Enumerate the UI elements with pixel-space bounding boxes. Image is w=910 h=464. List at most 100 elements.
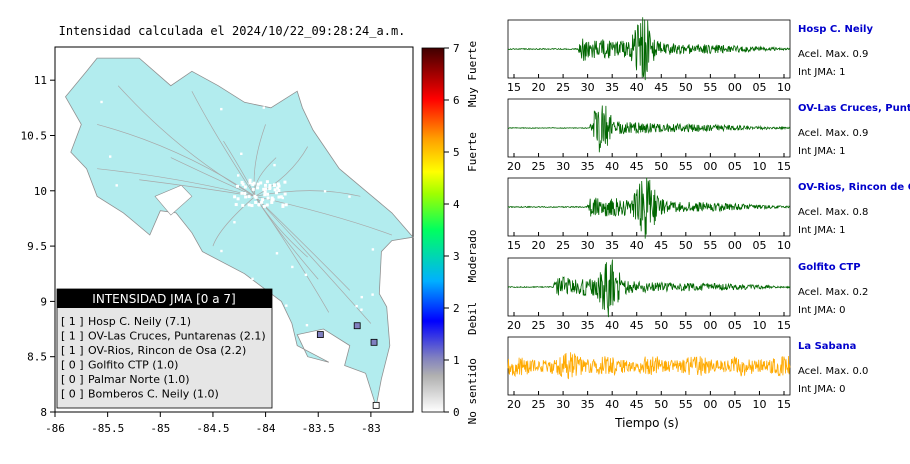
y-tick-label: 8.5 xyxy=(27,351,47,364)
town xyxy=(266,192,270,196)
town xyxy=(259,181,263,185)
town xyxy=(236,174,240,177)
accel-label: Acel. Max. 0.8 xyxy=(798,207,868,218)
waveform-tick-label: 30 xyxy=(581,81,595,94)
accel-label: Acel. Max. 0.2 xyxy=(798,287,868,298)
legend-intensity: [ 1 ] xyxy=(61,315,84,328)
int-label: Int JMA: 0 xyxy=(798,305,846,316)
town xyxy=(273,163,276,167)
station-name: La Sabana xyxy=(798,341,856,352)
town xyxy=(121,258,125,261)
x-tick-label: -83.5 xyxy=(302,422,335,435)
legend-intensity: [ 0 ] xyxy=(61,388,84,401)
waveform-tick-label: 05 xyxy=(752,81,766,94)
y-tick-label: 9 xyxy=(40,295,47,308)
town xyxy=(281,203,285,207)
legend-station: Bomberos C. Neily (1.0) xyxy=(88,388,219,401)
accel-label: Acel. Max. 0.9 xyxy=(798,128,868,139)
colorbar-gradient xyxy=(421,47,445,413)
town xyxy=(270,198,274,202)
waveform-tick-label: 40 xyxy=(605,319,619,332)
town xyxy=(263,183,267,187)
waveform-tick-label: 35 xyxy=(581,319,595,332)
station-marker xyxy=(316,331,324,338)
y-tick-label: 9.5 xyxy=(27,240,47,253)
road xyxy=(212,196,256,247)
town xyxy=(360,308,363,311)
waveform-tick-label: 45 xyxy=(630,319,644,332)
town xyxy=(240,191,244,195)
waveform-tick-label: 15 xyxy=(777,160,791,173)
town xyxy=(266,196,270,200)
town xyxy=(253,194,257,198)
waveform-tick-label: 15 xyxy=(777,398,791,411)
station-marker xyxy=(372,401,380,409)
waveform-tick-label: 20 xyxy=(507,160,521,173)
accel-label: Acel. Max. 0.0 xyxy=(798,366,868,377)
waveform-tick-label: 30 xyxy=(556,319,570,332)
town xyxy=(213,275,216,279)
town xyxy=(251,277,254,281)
town xyxy=(100,100,103,104)
waveform-panel: 20 25 30 35 40 45 50 55 00 05 10 15 La Sabana Acel. M… xyxy=(507,336,868,411)
x-axis-label: Tiempo (s) xyxy=(614,416,679,430)
x-tick-label: -83 xyxy=(361,422,381,435)
town xyxy=(279,195,283,199)
waveform-tick-label: 30 xyxy=(581,239,595,252)
town xyxy=(301,100,305,103)
waveform-tick-label: 15 xyxy=(507,239,521,252)
road xyxy=(254,146,309,197)
waveform-tick-label: 55 xyxy=(679,319,693,332)
town xyxy=(276,182,280,186)
road xyxy=(170,157,256,197)
town xyxy=(372,158,376,161)
town xyxy=(284,203,288,207)
town xyxy=(262,187,266,191)
waveform-tick-label: 05 xyxy=(728,319,742,332)
intensity-legend: INTENSIDAD JMA [0 a 7] [ 1 ] Hosp C. Neil… xyxy=(56,288,273,409)
colorbar-category-label: Fuerte xyxy=(466,132,479,172)
waveform-tick-label: 45 xyxy=(630,398,644,411)
int-label: Int JMA: 0 xyxy=(798,384,846,395)
town xyxy=(283,180,287,184)
legend-intensity: [ 1 ] xyxy=(61,330,84,343)
town xyxy=(252,181,256,185)
road xyxy=(223,140,256,197)
waveform-tick-label: 10 xyxy=(752,160,766,173)
town xyxy=(262,204,266,208)
town xyxy=(268,184,272,188)
town xyxy=(355,304,358,308)
waveform-tick-label: 00 xyxy=(728,239,742,252)
town xyxy=(270,200,274,204)
town xyxy=(256,182,260,186)
waveform-tick-label: 40 xyxy=(630,81,644,94)
waveform-tick-label: 05 xyxy=(728,398,742,411)
town xyxy=(271,299,274,302)
town xyxy=(250,204,254,208)
waveform-tick-label: 15 xyxy=(507,81,521,94)
town xyxy=(262,106,266,109)
town xyxy=(240,180,244,184)
town xyxy=(220,249,223,253)
waveform-tick-label: 00 xyxy=(728,81,742,94)
town xyxy=(241,203,245,207)
waveform-tick-label: 20 xyxy=(532,239,546,252)
colorbar-category-label: Muy Fuerte xyxy=(466,41,479,107)
town xyxy=(248,178,252,182)
waveform-tick-label: 25 xyxy=(556,239,570,252)
waveform-tick-label: 45 xyxy=(630,160,644,173)
station-markers xyxy=(316,322,380,409)
town xyxy=(220,107,223,111)
colorbar-category-label: Moderado xyxy=(466,230,479,283)
town xyxy=(260,200,264,204)
town xyxy=(277,188,281,192)
town xyxy=(240,152,243,155)
town xyxy=(256,186,260,190)
waveform-tick-label: 35 xyxy=(581,398,595,411)
waveform-tick-label: 50 xyxy=(679,239,693,252)
waveform-tick-label: 55 xyxy=(703,81,717,94)
town xyxy=(263,193,267,197)
waveform-tick-label: 45 xyxy=(654,81,668,94)
waveform-tick-label: 55 xyxy=(679,160,693,173)
waveform-trace xyxy=(507,352,791,380)
